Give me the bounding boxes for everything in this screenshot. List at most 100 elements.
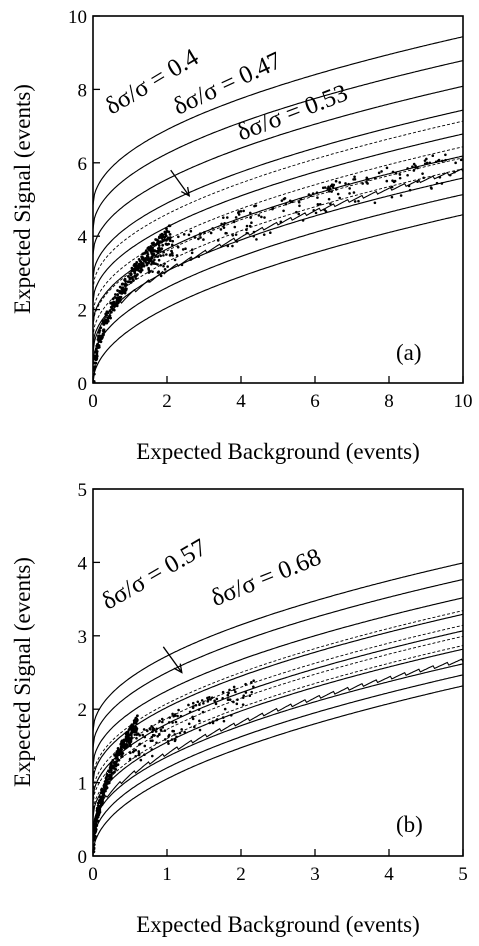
- data-point: [173, 714, 177, 717]
- data-point: [149, 258, 153, 262]
- data-point: [167, 721, 171, 724]
- data-point: [334, 179, 338, 183]
- data-point: [311, 192, 315, 195]
- y-tick-label: 6: [78, 154, 88, 175]
- data-point: [271, 207, 274, 211]
- plot-frame-a: [92, 15, 464, 384]
- data-point: [295, 210, 298, 214]
- data-point: [173, 258, 177, 262]
- data-point: [98, 795, 102, 799]
- data-point: [102, 329, 105, 333]
- data-point: [168, 232, 172, 236]
- data-point: [203, 230, 206, 234]
- data-point: [106, 319, 110, 323]
- data-point: [385, 179, 389, 183]
- data-point: [113, 770, 116, 774]
- data-point: [119, 747, 123, 751]
- data-point: [172, 729, 176, 733]
- data-point: [167, 230, 171, 234]
- data-point: [157, 271, 160, 274]
- data-point: [318, 202, 322, 206]
- data-point: [142, 728, 146, 731]
- data-point: [123, 743, 127, 747]
- dashed-curve: [92, 168, 464, 338]
- data-point: [147, 261, 150, 265]
- data-point: [96, 804, 100, 807]
- data-point: [412, 169, 416, 172]
- data-point: [141, 252, 145, 256]
- data-point: [101, 335, 104, 339]
- data-point: [147, 266, 150, 270]
- data-point: [154, 730, 158, 733]
- data-point: [152, 262, 156, 265]
- data-point: [406, 167, 409, 170]
- data-point: [208, 721, 212, 725]
- data-point: [101, 791, 104, 794]
- data-point: [168, 733, 171, 737]
- data-point: [173, 733, 177, 736]
- data-point: [198, 703, 201, 707]
- data-point: [365, 176, 369, 180]
- data-point: [153, 258, 156, 262]
- data-point: [159, 728, 163, 731]
- data-point: [223, 707, 227, 711]
- data-point: [193, 236, 197, 239]
- data-point: [241, 703, 245, 706]
- x-tick-label: 10: [454, 391, 473, 412]
- data-point: [105, 772, 109, 776]
- data-point: [115, 300, 118, 303]
- data-point: [391, 170, 395, 174]
- data-point: [94, 828, 98, 832]
- data-point: [105, 780, 109, 783]
- data-point: [399, 194, 403, 197]
- data-point: [161, 238, 165, 242]
- data-point: [165, 227, 168, 231]
- data-point: [224, 231, 227, 235]
- data-point: [422, 176, 425, 180]
- data-point: [190, 248, 194, 251]
- data-point: [92, 372, 96, 376]
- data-point: [133, 733, 137, 736]
- data-point: [99, 340, 103, 344]
- data-point: [316, 196, 319, 199]
- data-point: [109, 768, 112, 772]
- data-point: [158, 240, 162, 244]
- y-tick-label: 5: [78, 480, 88, 501]
- data-point: [125, 738, 129, 742]
- data-point: [316, 203, 320, 206]
- data-point: [239, 209, 243, 213]
- data-point: [222, 226, 226, 229]
- data-point: [163, 230, 167, 234]
- data-point: [245, 228, 248, 232]
- data-point: [95, 813, 99, 816]
- data-point: [171, 239, 175, 243]
- data-point: [150, 252, 153, 255]
- data-point: [118, 296, 122, 300]
- y-tick-label: 2: [78, 301, 88, 322]
- x-tick-label: 6: [310, 391, 320, 412]
- data-point: [297, 212, 301, 216]
- data-point: [110, 771, 114, 775]
- data-point: [151, 739, 154, 742]
- y-tick-label: 4: [78, 553, 88, 574]
- data-point: [260, 215, 263, 219]
- x-axis-label-b: Expected Background (events): [136, 912, 420, 937]
- data-point: [156, 734, 159, 738]
- data-point: [159, 254, 162, 258]
- data-point: [331, 185, 335, 189]
- data-point: [114, 757, 118, 760]
- data-point: [126, 744, 129, 747]
- y-tick-label: 0: [78, 847, 88, 868]
- data-point: [242, 694, 246, 697]
- data-point: [151, 726, 155, 729]
- data-point: [166, 236, 170, 240]
- data-point: [323, 186, 327, 189]
- data-point: [391, 179, 394, 182]
- data-point: [221, 716, 225, 719]
- data-point: [248, 211, 252, 215]
- data-point: [93, 365, 97, 369]
- data-point: [223, 221, 226, 225]
- data-point: [130, 730, 134, 734]
- x-tick-label: 2: [236, 864, 246, 885]
- data-point: [174, 720, 178, 724]
